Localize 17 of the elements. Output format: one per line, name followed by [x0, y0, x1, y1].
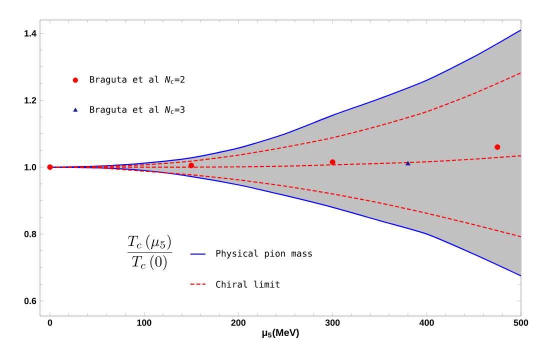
legend-label: Braguta et al N$_{c}$=2	[90, 76, 184, 85]
x-tick-label: 0	[48, 320, 52, 326]
y-tick-label: 0.6	[24, 298, 36, 304]
y-tick-label: 1.0	[24, 164, 36, 170]
x-axis-title: μ$_{5}$(MeV)	[262, 328, 299, 338]
y-tick-label: 1.4	[24, 30, 36, 36]
x-tick-label: 100	[137, 320, 152, 326]
y-tick-label: 0.8	[24, 230, 36, 238]
y-tick-label: 1.2	[24, 97, 36, 104]
legend-label: Chiral limit	[216, 280, 280, 288]
x-tick-label: 500	[514, 320, 528, 326]
x-tick-label: 300	[325, 320, 340, 326]
legend-label: Braguta et al N$_{c}$=3	[90, 106, 185, 115]
y-axis-title: $\frac{T_c\,(\mu_5)}{T_c\,(0)}$	[128, 234, 172, 270]
x-tick-label: 400	[419, 320, 434, 326]
legend-label: Physical pion mass	[216, 250, 312, 258]
x-tick-label: 200	[231, 320, 246, 326]
